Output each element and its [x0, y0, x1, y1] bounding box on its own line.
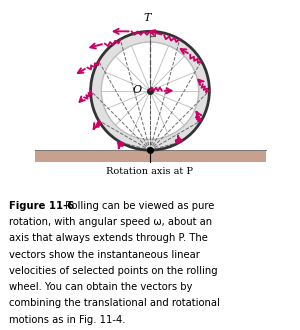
Text: axis that always extends through P. The: axis that always extends through P. The — [9, 233, 208, 243]
Bar — [150, 31, 154, 36]
Text: Rotation axis at P: Rotation axis at P — [106, 167, 194, 176]
Text: motions as in Fig. 11-4.: motions as in Fig. 11-4. — [9, 315, 125, 325]
Text: Rolling can be viewed as pure: Rolling can be viewed as pure — [62, 201, 214, 211]
Text: vectors show the instantaneous linear: vectors show the instantaneous linear — [9, 249, 200, 260]
Circle shape — [91, 31, 209, 150]
Circle shape — [101, 42, 199, 140]
Text: T: T — [143, 13, 150, 23]
Text: rotation, with angular speed ω, about an: rotation, with angular speed ω, about an — [9, 217, 212, 227]
Bar — [34, 150, 266, 162]
Text: wheel. You can obtain the vectors by: wheel. You can obtain the vectors by — [9, 282, 192, 292]
Text: velocities of selected points on the rolling: velocities of selected points on the rol… — [9, 266, 217, 276]
Text: O: O — [133, 85, 142, 95]
Text: combining the translational and rotational: combining the translational and rotation… — [9, 298, 220, 309]
Text: Figure 11-6: Figure 11-6 — [9, 201, 74, 211]
